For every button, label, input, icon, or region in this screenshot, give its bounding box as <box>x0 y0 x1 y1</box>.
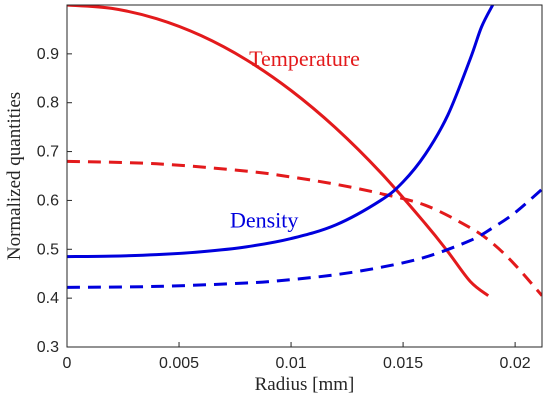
series-line-2 <box>67 159 542 297</box>
series-annotation: Temperature <box>249 46 360 71</box>
y-tick-label: 0.9 <box>37 46 59 63</box>
y-tick-label: 0.3 <box>37 339 59 356</box>
series-line-1 <box>67 5 490 297</box>
x-tick-label: 0.02 <box>500 355 531 372</box>
plot-area <box>67 5 542 347</box>
y-tick-label: 0.8 <box>37 95 59 112</box>
axes-box <box>66 4 543 348</box>
x-tick-label: 0.005 <box>159 355 199 372</box>
series-line-3 <box>67 5 495 259</box>
series-annotation: Density <box>230 207 298 232</box>
y-tick-label: 0.7 <box>37 144 59 161</box>
y-axis-label: Normalized quantities <box>4 92 25 260</box>
series-layer <box>67 5 542 297</box>
x-tick-label: 0.015 <box>383 355 423 372</box>
y-tick-label: 0.6 <box>37 192 59 209</box>
y-tick-label: 0.5 <box>37 241 59 258</box>
y-tick-label: 0.4 <box>37 290 59 307</box>
x-tick-label: 0 <box>63 355 72 372</box>
x-axis-label: Radius [mm] <box>255 374 355 395</box>
series-line-4 <box>67 188 542 289</box>
x-tick-label: 0.01 <box>275 355 306 372</box>
label-layer: 0 0.005 0.01 0.015 0.02 0.3 0.4 0.5 0.6 0.7 0.8 0.9… <box>37 46 531 372</box>
